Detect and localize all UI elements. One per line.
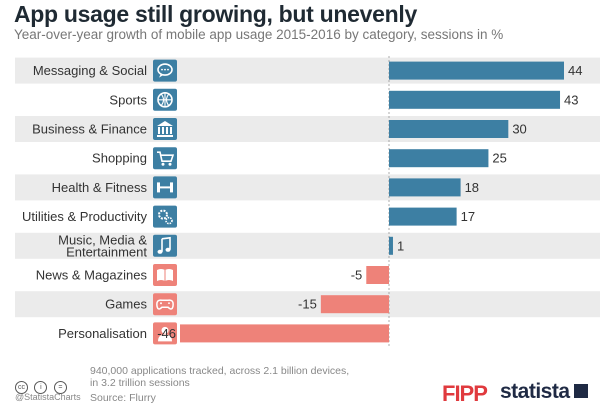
bar bbox=[389, 149, 489, 168]
value-label: 1 bbox=[397, 238, 404, 253]
footer-note-line-2: in 3.2 trillion sessions bbox=[90, 377, 190, 389]
footer-source: Source: Flurry bbox=[90, 392, 156, 404]
bar bbox=[389, 178, 461, 197]
footer-note-line-1: 940,000 applications tracked, across 2.1… bbox=[90, 365, 350, 377]
value-label: -15 bbox=[298, 297, 317, 312]
category-label: Sports bbox=[109, 92, 147, 107]
category-label: Personalisation bbox=[58, 326, 147, 341]
cc-icon: cc bbox=[15, 381, 28, 394]
bar bbox=[180, 324, 389, 343]
statista-logo-mark bbox=[574, 384, 588, 398]
footer-note: 940,000 applications tracked, across 2.1… bbox=[90, 365, 390, 389]
basketball-icon bbox=[153, 88, 177, 111]
bar bbox=[389, 207, 457, 226]
person-icon bbox=[153, 322, 177, 345]
bar bbox=[389, 120, 509, 138]
twitter-handle: @StatistaCharts bbox=[15, 392, 81, 402]
category-label: Utilities & Productivity bbox=[22, 209, 147, 224]
value-label: 43 bbox=[564, 92, 578, 107]
value-label: 17 bbox=[461, 209, 475, 224]
category-label: Business & Finance bbox=[32, 122, 147, 137]
license-icons: cc i = bbox=[15, 376, 69, 394]
attribution-icon: i bbox=[34, 381, 48, 394]
no-derivatives-icon: = bbox=[53, 381, 67, 394]
row-band bbox=[15, 291, 600, 318]
value-label: -46 bbox=[157, 326, 176, 341]
value-label: 30 bbox=[512, 122, 526, 137]
music-note-icon bbox=[153, 234, 177, 257]
bar bbox=[389, 61, 564, 80]
fipp-logo: FIPP bbox=[442, 381, 488, 406]
value-label: -5 bbox=[351, 268, 363, 283]
shopping-cart-icon bbox=[153, 147, 177, 170]
chart-title: App usage still growing, but unevenly bbox=[14, 1, 417, 27]
category-label: Health & Fitness bbox=[52, 180, 148, 195]
chart-subtitle: Year-over-year growth of mobile app usag… bbox=[14, 27, 504, 42]
open-book-icon bbox=[153, 264, 177, 286]
category-label: News & Magazines bbox=[36, 268, 148, 283]
bar bbox=[389, 90, 561, 109]
bar bbox=[320, 295, 389, 314]
value-label: 44 bbox=[568, 63, 582, 78]
category-label: Music, Media & Entertainment bbox=[58, 232, 147, 259]
bar bbox=[366, 266, 389, 284]
row-band bbox=[15, 174, 600, 201]
bar bbox=[389, 236, 393, 255]
speech-bubble-icon bbox=[153, 59, 177, 82]
dumbbell-icon bbox=[153, 176, 177, 199]
category-label: Games bbox=[105, 297, 147, 312]
value-label: 18 bbox=[465, 180, 479, 195]
gamepad-icon bbox=[153, 293, 177, 316]
bank-icon bbox=[153, 118, 177, 140]
category-label: Messaging & Social bbox=[33, 63, 147, 78]
value-label: 25 bbox=[492, 151, 506, 166]
statista-logo: statista bbox=[500, 380, 570, 403]
gears-icon bbox=[153, 205, 177, 228]
category-label: Shopping bbox=[92, 151, 147, 166]
bar-chart: Messaging & Social 44 Sports 43 Business & F… bbox=[15, 56, 600, 348]
row-band bbox=[15, 232, 600, 259]
